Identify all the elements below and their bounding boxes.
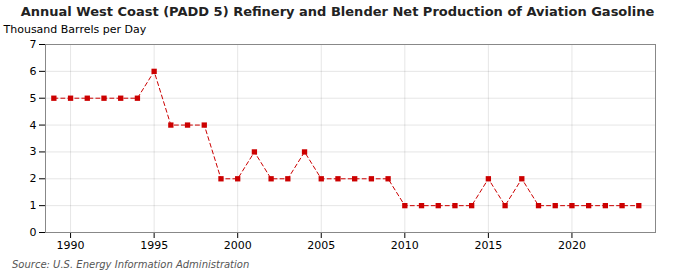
svg-text:3: 3 <box>30 145 37 158</box>
svg-text:2020: 2020 <box>558 239 586 252</box>
svg-text:2015: 2015 <box>474 239 502 252</box>
html-text:Source: U.S. Energy Informatio: Source: U.S. Energy Information Administ… <box>12 259 250 270</box>
svg-text:2010: 2010 <box>391 239 419 252</box>
svg-text:2000: 2000 <box>224 239 252 252</box>
html-text:Annual West Coast (PADD 5) Ref: Annual West Coast (PADD 5) Refinery and … <box>20 4 655 19</box>
svg-text:2: 2 <box>30 172 37 185</box>
svg-text:5: 5 <box>30 92 37 105</box>
svg-text:7: 7 <box>30 38 37 51</box>
svg-text:Thousand Barrels per Day: Thousand Barrels per Day <box>3 23 147 36</box>
svg-text:4: 4 <box>30 119 37 132</box>
svg-text:0: 0 <box>30 226 37 239</box>
svg-text:1995: 1995 <box>140 239 168 252</box>
svg-text:2005: 2005 <box>307 239 335 252</box>
svg-text:1: 1 <box>30 199 37 212</box>
svg-text:6: 6 <box>30 65 37 78</box>
svg-text:1990: 1990 <box>57 239 85 252</box>
